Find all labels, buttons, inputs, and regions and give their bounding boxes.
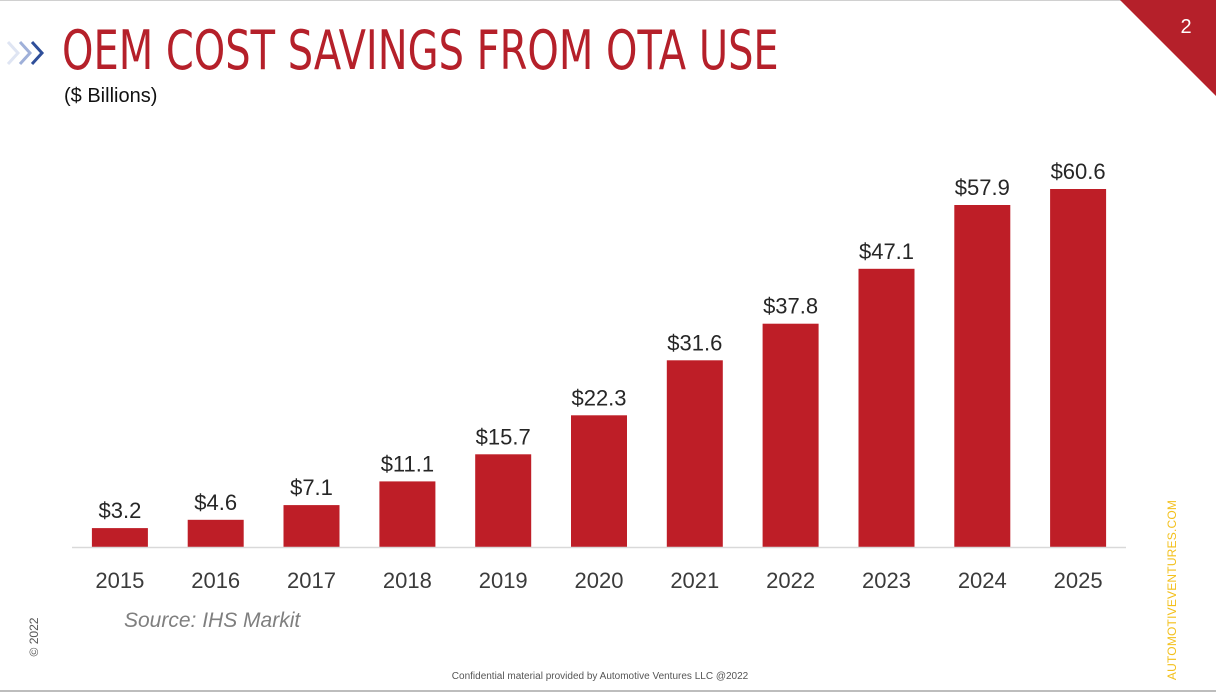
bar-2024 bbox=[954, 205, 1011, 547]
data-label-2020: $22.3 bbox=[571, 385, 626, 410]
bar-2018 bbox=[379, 481, 436, 547]
data-label-2023: $47.1 bbox=[859, 239, 914, 264]
slide-title: OEM COST SAVINGS FROM OTA USE bbox=[62, 19, 779, 82]
x-tick-label-2022: 2022 bbox=[766, 568, 815, 593]
bar-2015 bbox=[91, 528, 148, 547]
page-number: 2 bbox=[1180, 16, 1192, 38]
x-tick-label-2015: 2015 bbox=[95, 568, 144, 593]
website-url[interactable]: AUTOMOTIVEVENTURES.COM bbox=[1165, 499, 1179, 681]
x-tick-label-2021: 2021 bbox=[670, 568, 719, 593]
bar-2022 bbox=[762, 323, 819, 547]
x-tick-label-2017: 2017 bbox=[287, 568, 336, 593]
slide-subtitle: ($ Billions) bbox=[64, 85, 158, 107]
x-tick-label-2023: 2023 bbox=[862, 568, 911, 593]
bottom-border bbox=[0, 690, 1216, 692]
bar-2019 bbox=[475, 454, 532, 547]
copyright-note: © 2022 bbox=[27, 617, 41, 657]
data-label-2025: $60.6 bbox=[1051, 159, 1106, 184]
bar-2023 bbox=[858, 268, 915, 547]
x-tick-label-2024: 2024 bbox=[958, 568, 1007, 593]
data-label-2015: $3.2 bbox=[98, 498, 141, 523]
corner-triangle bbox=[1120, 0, 1216, 96]
double-chevron-right-icon bbox=[6, 40, 45, 66]
footer-note: Confidential material provided by Automo… bbox=[451, 671, 749, 682]
data-label-2022: $37.8 bbox=[763, 294, 818, 319]
source-note: Source: IHS Markit bbox=[124, 609, 301, 632]
data-label-2017: $7.1 bbox=[290, 475, 333, 500]
bar-2021 bbox=[666, 360, 723, 547]
x-tick-label-2025: 2025 bbox=[1054, 568, 1103, 593]
x-tick-label-2019: 2019 bbox=[479, 568, 528, 593]
bar-2025 bbox=[1050, 189, 1107, 547]
x-tick-label-2020: 2020 bbox=[575, 568, 624, 593]
bar-2016 bbox=[187, 519, 244, 547]
data-label-2016: $4.6 bbox=[194, 490, 237, 515]
bar-2020 bbox=[571, 415, 627, 547]
data-label-2018: $11.1 bbox=[381, 451, 434, 476]
data-label-2024: $57.9 bbox=[955, 175, 1010, 200]
bar-2017 bbox=[283, 505, 340, 547]
x-tick-label-2018: 2018 bbox=[383, 568, 432, 593]
data-label-2019: $15.7 bbox=[476, 424, 531, 449]
top-border bbox=[0, 0, 1216, 1]
data-label-2021: $31.6 bbox=[667, 330, 722, 355]
x-tick-label-2016: 2016 bbox=[191, 568, 240, 593]
